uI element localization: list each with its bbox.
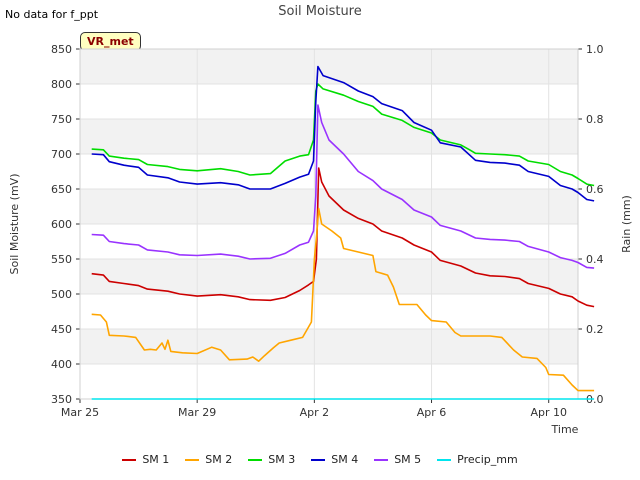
legend-swatch — [437, 459, 452, 461]
legend-swatch — [311, 459, 326, 461]
legend-item: Precip_mm — [437, 453, 518, 466]
plot-band — [80, 189, 578, 224]
series-line-sm-1 — [91, 167, 595, 308]
plot-band — [80, 154, 578, 189]
plot-band — [80, 294, 578, 329]
legend-label: Precip_mm — [457, 453, 518, 466]
plot-band — [80, 119, 578, 154]
y-tick-label: 350 — [51, 393, 72, 406]
x-tick-label: Apr 10 — [530, 406, 567, 419]
series-line-sm-2 — [91, 207, 595, 392]
x-tick-label: Apr 2 — [300, 406, 330, 419]
plot-band — [80, 364, 578, 399]
legend-label: SM 2 — [205, 453, 233, 466]
legend-swatch — [374, 459, 389, 461]
legend: SM 1 SM 2 SM 3 SM 4 SM 5 Precip_mm — [0, 453, 640, 466]
x-tick-label: Mar 25 — [61, 406, 99, 419]
plot-band — [80, 329, 578, 364]
legend-swatch — [248, 459, 263, 461]
y2-tick-label: 0.2 — [586, 323, 604, 336]
legend-label: SM 3 — [268, 453, 296, 466]
legend-label: SM 4 — [331, 453, 359, 466]
y-tick-label: 800 — [51, 78, 72, 91]
legend-item: SM 1 — [122, 453, 169, 466]
legend-swatch — [185, 459, 200, 461]
chart-title: Soil Moisture — [278, 4, 362, 19]
x-tick-label: Mar 29 — [178, 406, 216, 419]
y2-tick-label: 0.4 — [586, 253, 604, 266]
y-tick-label: 750 — [51, 113, 72, 126]
x-tick-label: Apr 6 — [417, 406, 447, 419]
series-line-sm-3 — [91, 83, 595, 187]
y2-tick-label: 1.0 — [586, 43, 604, 56]
y-tick-label: 700 — [51, 148, 72, 161]
legend-swatch — [122, 459, 137, 461]
y-tick-label: 550 — [51, 253, 72, 266]
y2-tick-label: 0.0 — [586, 393, 604, 406]
y-tick-label: 600 — [51, 218, 72, 231]
legend-label: SM 5 — [394, 453, 422, 466]
y2-tick-label: 0.8 — [586, 113, 604, 126]
y2-tick-label: 0.6 — [586, 183, 604, 196]
series-line-sm-4 — [91, 65, 595, 202]
y-tick-label: 450 — [51, 323, 72, 336]
y-tick-label: 850 — [51, 43, 72, 56]
y-axis-label: Soil Moisture (mV) — [8, 174, 21, 275]
legend-item: SM 5 — [374, 453, 421, 466]
x-axis-label: Time — [551, 423, 579, 436]
plot-band — [80, 49, 578, 84]
legend-item: SM 2 — [185, 453, 232, 466]
y-tick-label: 400 — [51, 358, 72, 371]
legend-item: SM 3 — [248, 453, 295, 466]
y-tick-label: 500 — [51, 288, 72, 301]
site-label-badge: VR_met — [80, 32, 141, 51]
y2-axis-label: Rain (mm) — [620, 195, 633, 253]
legend-item: SM 4 — [311, 453, 358, 466]
series-line-sm-5 — [91, 104, 595, 269]
plot-band — [80, 84, 578, 119]
no-data-note: No data for f_ppt — [5, 8, 99, 21]
legend-label: SM 1 — [142, 453, 170, 466]
y-tick-label: 650 — [51, 183, 72, 196]
